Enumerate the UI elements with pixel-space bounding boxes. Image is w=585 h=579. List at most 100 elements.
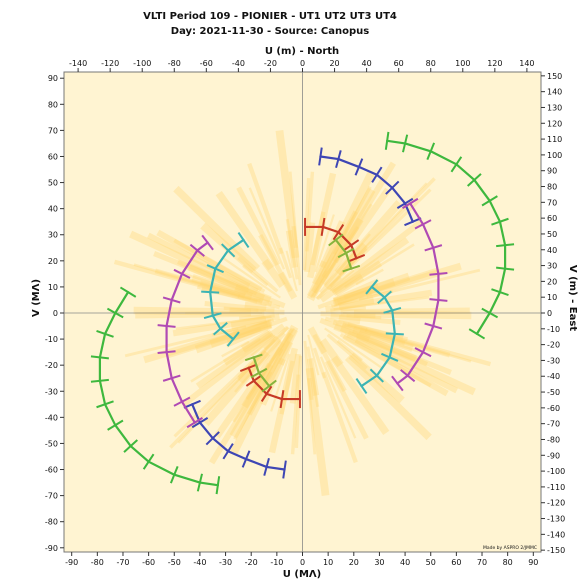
- baseline-ray: [325, 289, 433, 313]
- uv-point-tick: [491, 217, 509, 226]
- uv-point-tick: [424, 244, 443, 252]
- baseline-ray: [175, 315, 272, 330]
- baseline-ray: [311, 260, 327, 286]
- baseline-ray: [211, 318, 274, 337]
- baseline-ray: [129, 230, 259, 296]
- baseline-ray: [277, 271, 298, 300]
- right-tick-label: -20: [547, 341, 560, 350]
- uv-point-tick: [383, 306, 402, 314]
- baseline-ray: [331, 260, 383, 297]
- baseline-ray: [194, 320, 272, 354]
- uv-point-tick: [343, 239, 360, 252]
- y-tick-label: 80: [48, 100, 58, 109]
- baseline-ray: [358, 330, 431, 357]
- right-axis-label: V (m) - East: [567, 265, 578, 331]
- uv-point-tick: [205, 431, 220, 446]
- x-tick-label: -60: [142, 558, 155, 567]
- right-tick-label: 140: [547, 88, 562, 97]
- x-tick-label: -40: [193, 558, 206, 567]
- baseline-ray: [172, 313, 280, 337]
- uv-point-tick: [157, 324, 176, 328]
- baseline-ray: [321, 371, 358, 464]
- y-tick-label: 60: [48, 152, 58, 161]
- right-tick-label: -50: [547, 388, 560, 397]
- right-tick-label: 0: [547, 309, 552, 318]
- baseline-ray: [279, 360, 295, 415]
- baseline-ray: [153, 251, 286, 309]
- right-tick-label: 60: [547, 214, 557, 223]
- baseline-ray: [290, 374, 300, 455]
- x-tick-label: -70: [116, 558, 129, 567]
- uv-point-tick: [157, 350, 176, 355]
- uv-point-tick: [384, 131, 390, 150]
- right-tick-label: -120: [547, 499, 565, 508]
- x-tick-label: 50: [426, 558, 436, 567]
- right-tick-label: -10: [547, 325, 560, 334]
- baseline-ray: [319, 356, 357, 439]
- right-tick-label: -150: [547, 546, 565, 555]
- uv-point-tick: [468, 328, 486, 340]
- uv-point-tick: [169, 466, 179, 484]
- x-tick-label: 0: [300, 558, 305, 567]
- baseline-ray: [143, 328, 240, 364]
- baseline-ray: [214, 340, 285, 439]
- uv-point-tick: [191, 417, 209, 429]
- uv-point-tick: [107, 419, 124, 431]
- right-tick-label: 110: [547, 135, 562, 144]
- x-tick-label: 20: [349, 558, 359, 567]
- baseline-ray: [229, 307, 285, 315]
- y-tick-label: 10: [48, 283, 58, 292]
- baseline-ray: [196, 284, 258, 304]
- baseline-ray: [124, 325, 247, 358]
- baseline-ray: [209, 319, 273, 348]
- baseline-ray: [258, 234, 293, 293]
- baseline-ray: [263, 325, 289, 351]
- baseline-ray: [223, 257, 281, 299]
- baseline-ray: [305, 367, 330, 496]
- right-tick-label: 130: [547, 103, 562, 112]
- uv-point-tick: [491, 288, 509, 297]
- right-tick-label: -40: [547, 372, 560, 381]
- uv-point-tick: [162, 374, 181, 382]
- baseline-ray: [237, 256, 279, 293]
- baseline-ray: [316, 275, 342, 301]
- baseline-ray: [326, 333, 368, 370]
- y-tick-label: 40: [48, 205, 58, 214]
- left-axis-ticks: -90 -80 -70 -60 -50 -40 -30 -20 -10 0 10 20 30 40 50 60…: [45, 74, 64, 553]
- top-tick-label: -80: [168, 59, 181, 68]
- uv-point-tick: [426, 142, 436, 160]
- right-tick-label: -90: [547, 451, 560, 460]
- baseline-ray: [304, 222, 316, 273]
- right-tick-label: 20: [547, 277, 557, 286]
- uv-point-tick: [142, 453, 155, 470]
- y-tick-label: -40: [45, 413, 58, 422]
- right-tick-label: 150: [547, 72, 562, 81]
- x-tick-label: 40: [400, 558, 410, 567]
- uv-point-tick: [206, 264, 224, 274]
- uv-point-tick: [237, 231, 250, 248]
- top-tick-label: -140: [69, 59, 87, 68]
- x-tick-label: -10: [270, 558, 283, 567]
- right-tick-label: 80: [547, 183, 557, 192]
- baseline-ray: [307, 172, 337, 279]
- uv-point-tick: [183, 399, 201, 409]
- y-tick-label: -70: [45, 492, 58, 501]
- baseline-ray: [365, 262, 462, 298]
- baseline-ray: [342, 333, 449, 397]
- y-tick-label: 70: [48, 126, 58, 135]
- uv-point-tick: [402, 197, 419, 209]
- baseline-ray: [289, 353, 301, 404]
- top-tick-label: -60: [200, 59, 213, 68]
- uv-point-tick: [424, 322, 443, 330]
- uv-point-tick: [385, 332, 404, 336]
- baseline-ray: [261, 258, 286, 289]
- uv-point-tick: [96, 329, 114, 338]
- uv-point-tick: [244, 353, 263, 362]
- baseline-ray: [333, 322, 417, 363]
- uv-point-tick: [186, 417, 203, 429]
- right-tick-label: 100: [547, 151, 562, 160]
- y-tick-label: 20: [48, 257, 58, 266]
- baseline-ray: [312, 347, 327, 379]
- baseline-ray: [174, 269, 247, 296]
